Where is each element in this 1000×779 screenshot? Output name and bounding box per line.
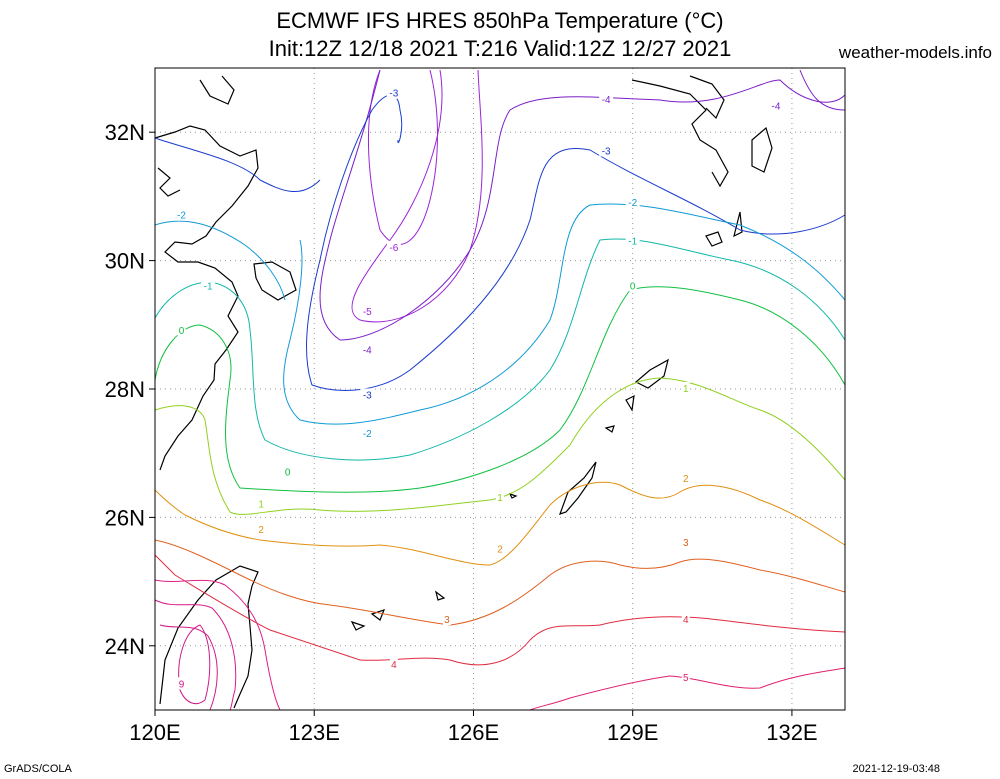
site-label: weather-models.info — [838, 43, 992, 62]
x-tick-label: 120E — [129, 720, 180, 745]
contour-label: 1 — [258, 500, 264, 511]
contour-label: -2 — [363, 429, 372, 440]
contour-label-bg — [360, 388, 375, 401]
y-tick-label: 32N — [105, 120, 145, 145]
contour-label: -3 — [602, 146, 611, 157]
contour-4 — [154, 554, 846, 666]
contour-minus4 — [319, 69, 846, 341]
contour-label-bg — [625, 195, 640, 208]
chart-title: ECMWF IFS HRES 850hPa Temperature (°C) — [276, 8, 724, 33]
chart-subtitle: Init:12Z 12/18 2021 T:216 Valid:12Z 12/2… — [268, 36, 732, 61]
contour-label: -4 — [363, 345, 372, 356]
contour-1 — [154, 377, 846, 515]
contour-label-bg — [681, 382, 690, 394]
x-tick-label: 126E — [448, 720, 499, 745]
contour-label: 9 — [179, 679, 185, 690]
contour-label-bg — [360, 426, 375, 439]
contour-label: -3 — [389, 89, 398, 100]
contour-label-bg — [769, 99, 783, 112]
contour-label-bg — [257, 497, 266, 510]
contour-label-bg — [257, 523, 266, 536]
contour-2 — [154, 481, 846, 566]
contour-label-bg — [386, 86, 401, 99]
contour-7 — [154, 599, 237, 711]
contour-label-bg — [177, 677, 186, 690]
contour-0 — [154, 286, 846, 493]
x-tick-label: 129E — [607, 720, 658, 745]
contour-minus4-east — [799, 69, 846, 111]
temperature-contours — [154, 69, 846, 711]
contour-3 — [154, 539, 846, 626]
contour-label-bg — [599, 93, 614, 106]
contour-label-bg — [681, 536, 690, 549]
contour-label-bg — [442, 613, 451, 626]
contour-8 — [159, 624, 218, 711]
y-tick-label: 26N — [105, 505, 145, 530]
contour-5 — [529, 667, 846, 711]
contour-minus3-west — [154, 137, 321, 193]
contour-label-bg — [681, 471, 690, 484]
contour-label-bg — [360, 304, 375, 317]
contour-label: -4 — [772, 102, 781, 113]
contour-minus5 — [351, 69, 483, 323]
contour-label: 2 — [683, 474, 689, 485]
contour-label-bg — [201, 279, 216, 292]
contour-9 — [178, 624, 211, 705]
contour-label: 4 — [683, 615, 689, 626]
contour-label-bg — [625, 234, 640, 247]
contour-label: 1 — [683, 384, 689, 395]
contour-label: -1 — [204, 281, 213, 292]
contour-label-bg — [360, 343, 375, 356]
axis-ticks: 120E 123E 126E 129E 132E 24N 26N 28N 30N 32N — [105, 120, 818, 745]
contour-label: 3 — [683, 538, 689, 549]
contour-label-bg — [174, 208, 189, 221]
contour-label-bg — [628, 279, 637, 292]
footer-software: GrADS/COLA — [4, 763, 72, 775]
contour-minus1 — [154, 238, 846, 461]
contour-label: 0 — [630, 281, 636, 292]
contour-label: -4 — [602, 95, 611, 106]
contour-6 — [154, 579, 281, 711]
contour-label-bg — [496, 491, 504, 504]
y-tick-label: 24N — [105, 634, 145, 659]
contour-label: 5 — [683, 673, 689, 684]
x-tick-label: 132E — [766, 720, 817, 745]
contour-label: -3 — [363, 390, 372, 401]
y-tick-label: 28N — [105, 377, 145, 402]
contour-minus6 — [368, 69, 438, 245]
contour-label-bg — [599, 144, 614, 157]
contour-label: 3 — [444, 615, 450, 626]
contour-label-bg — [386, 240, 401, 253]
contour-label: -6 — [389, 243, 398, 254]
contour-minus2 — [283, 203, 846, 425]
contour-minus3 — [306, 94, 846, 391]
contour-label: 0 — [179, 326, 185, 337]
contour-label-bg — [177, 324, 186, 337]
contour-label: -2 — [628, 198, 637, 209]
contour-label: 1 — [497, 493, 503, 504]
x-tick-label: 123E — [289, 720, 340, 745]
contour-labels: -3 -4 -4 -3 -2 -2 -1 -6 -1 0 -5 0 -4 -3 1 -2 0 2 1 1 2 2 3 3 4 4 5… — [174, 86, 783, 690]
map-grid — [155, 68, 845, 710]
contour-label-bg — [681, 670, 690, 683]
coastline — [154, 75, 773, 709]
contour-minus2-west — [154, 220, 286, 301]
contour-label-bg — [389, 658, 398, 671]
contour-label-bg — [681, 613, 690, 626]
contour-label: -2 — [177, 211, 186, 222]
contour-label-bg — [283, 465, 292, 478]
contour-label: 4 — [391, 660, 397, 671]
contour-label-bg — [496, 542, 504, 555]
footer-timestamp: 2021-12-19-03:48 — [852, 763, 940, 775]
y-tick-label: 30N — [105, 249, 145, 274]
contour-label: -1 — [628, 236, 637, 247]
contour-label: 0 — [285, 467, 291, 478]
contour-label: 2 — [497, 545, 503, 556]
contour-label: -5 — [363, 307, 372, 318]
contour-label: 2 — [258, 525, 264, 536]
